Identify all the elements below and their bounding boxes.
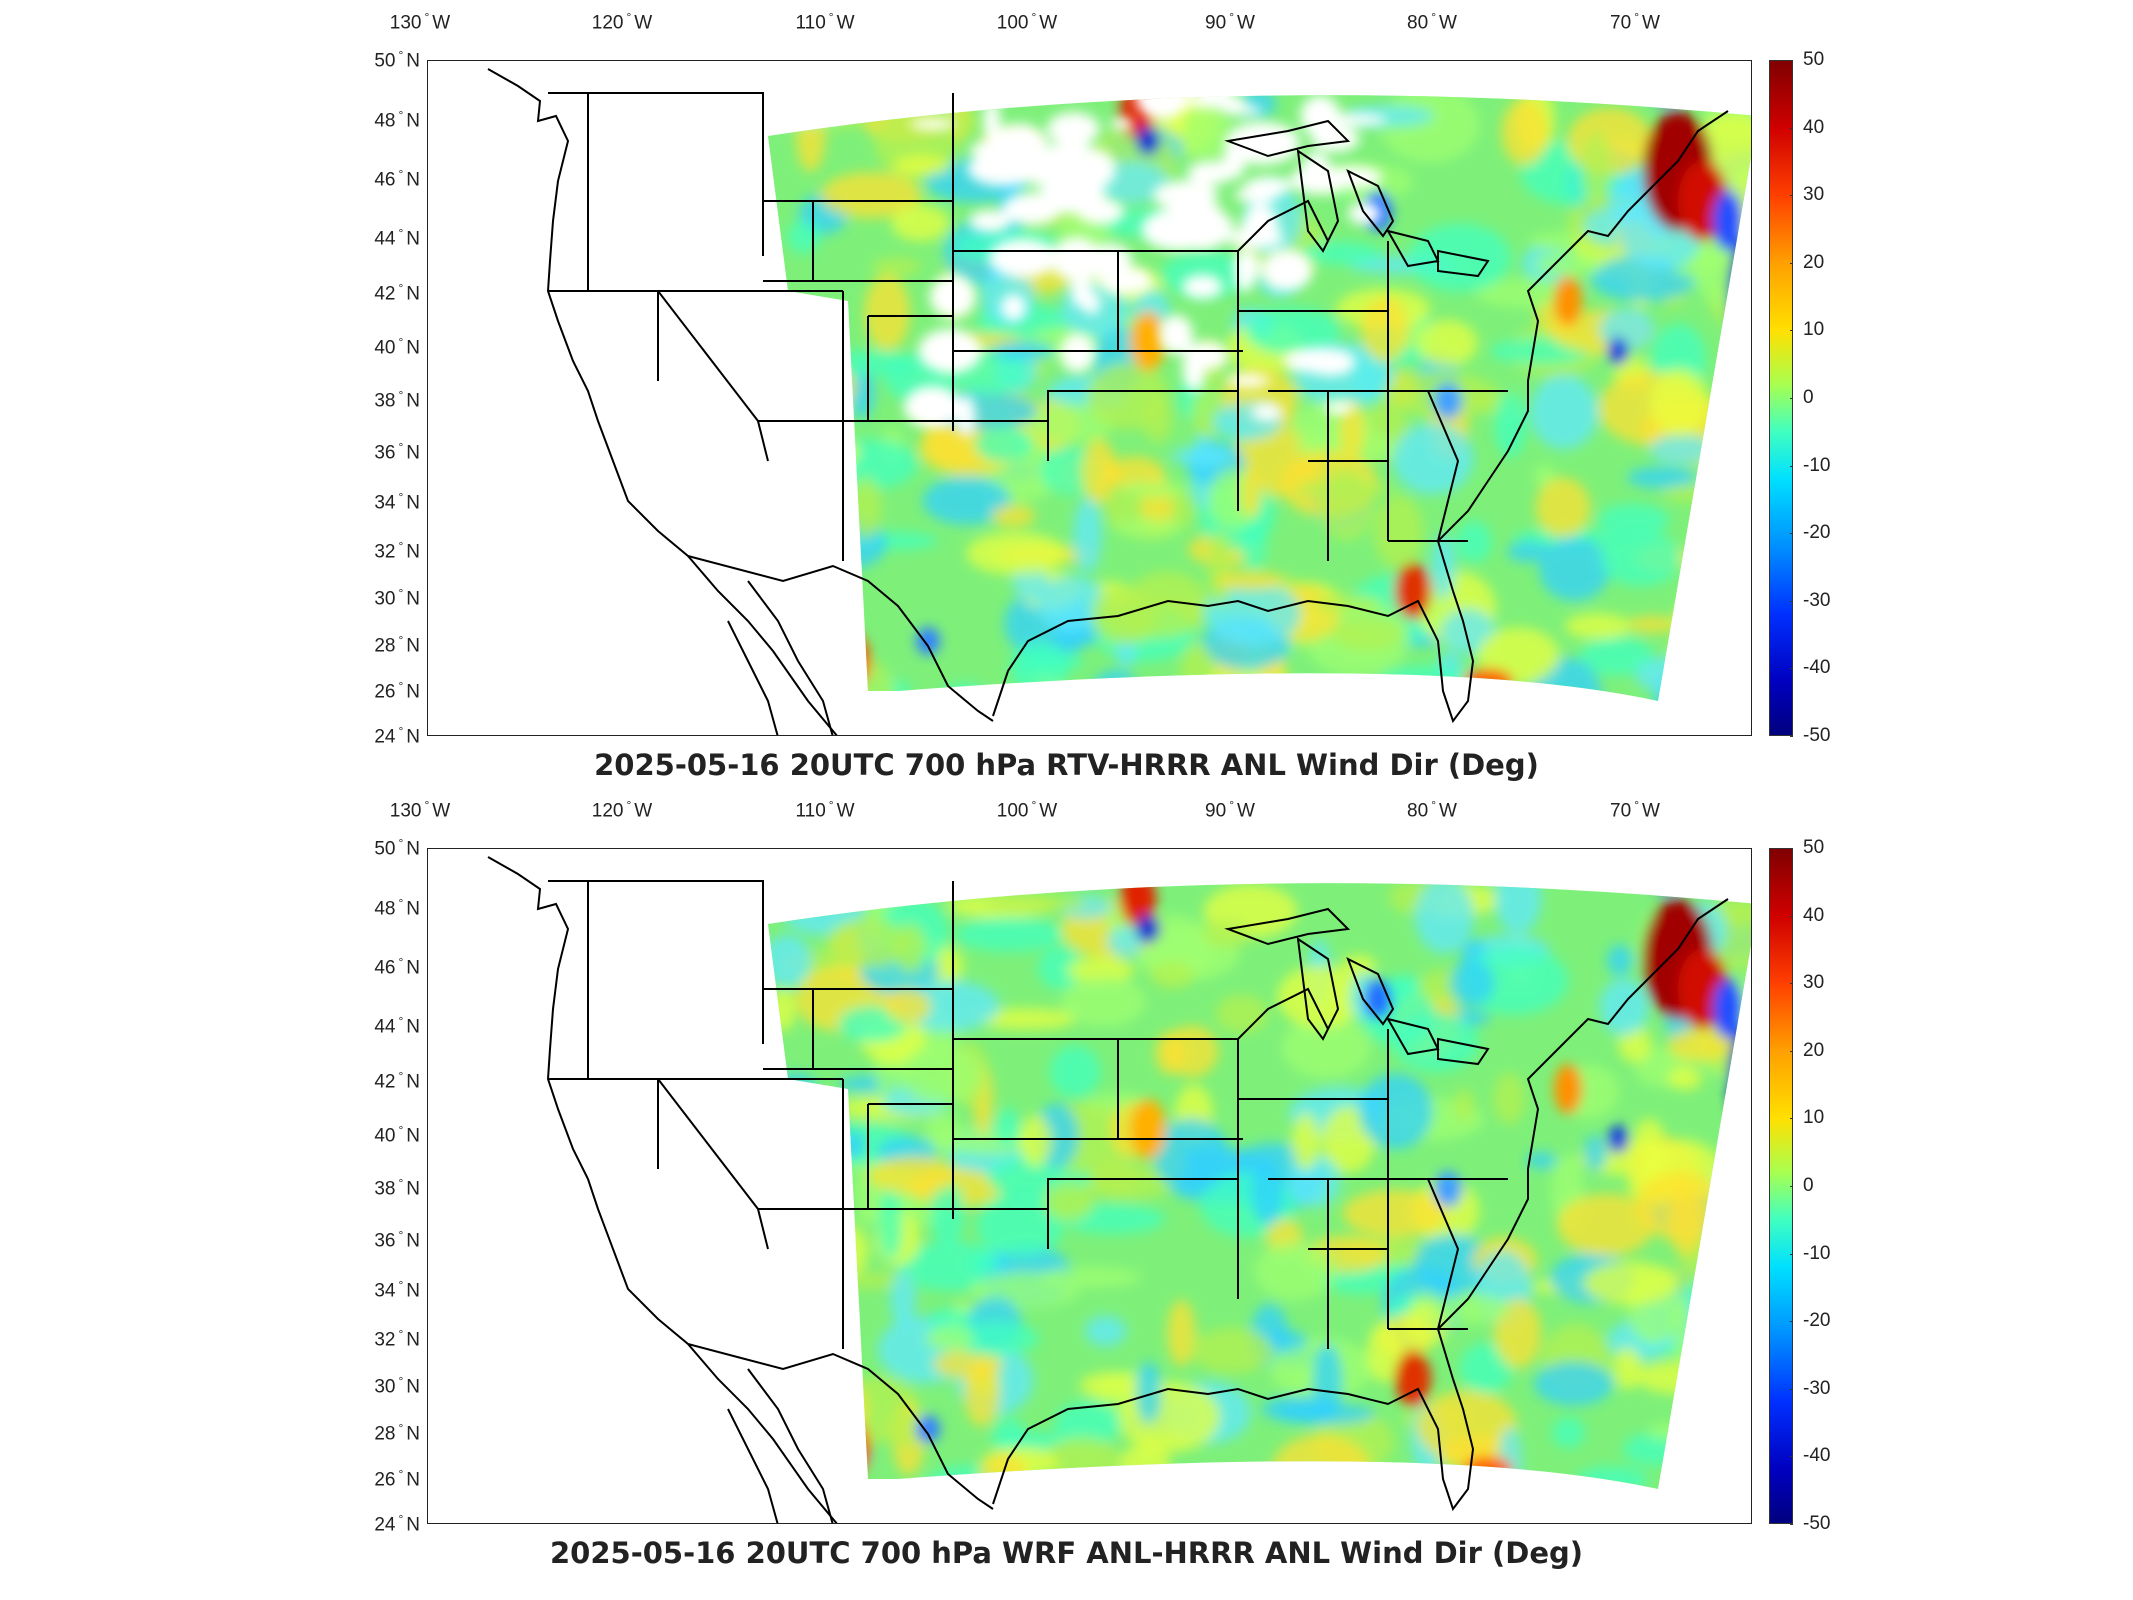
colorbar-tick-label: -50 <box>1803 1513 1831 1534</box>
latitude-tick-label: 28 ° N <box>374 633 420 657</box>
map-panel-top: 130 ° W 120 ° W 110 ° W 100 ° W 90 ° W 80 ° W 70 ° W 50 ° N 48 °… <box>0 0 2133 790</box>
longitude-tick-label: 70 ° W <box>1610 798 1660 822</box>
colorbar-tick-label: 0 <box>1803 387 1814 408</box>
longitude-tick-label: 110 ° W <box>795 10 855 34</box>
colorbar-tick-label: -10 <box>1803 454 1831 476</box>
map-plot-area-bottom <box>427 848 1752 1524</box>
longitude-tick-label: 100 ° W <box>996 10 1058 34</box>
state-and-coast-boundaries <box>487 856 1729 1523</box>
colorbar-tick-label: 10 <box>1803 1107 1825 1129</box>
longitude-tick-label: 90 ° W <box>1205 10 1255 34</box>
latitude-tick-label: 32 ° N <box>374 1327 420 1351</box>
panel-title-bottom: 2025-05-16 20UTC 700 hPa WRF ANL-HRRR AN… <box>549 1536 1584 1570</box>
longitude-tick-label: 70 ° W <box>1610 10 1660 34</box>
state-and-coast-boundaries <box>487 68 1729 735</box>
latitude-tick-label: 34 ° N <box>374 490 420 514</box>
colorbar-tick-label: -40 <box>1803 657 1831 679</box>
longitude-tick-label: 80 ° W <box>1407 798 1457 822</box>
latitude-tick-label: 30 ° N <box>374 1374 420 1398</box>
colorbar-tick-label: 50 <box>1803 837 1825 858</box>
colorbar-tick-mark <box>1790 1253 1793 1255</box>
colorbar-tick-mark <box>1790 398 1793 399</box>
colorbar-tick-mark <box>1790 60 1793 61</box>
colorbar-tick-mark <box>1790 1321 1793 1323</box>
latitude-tick-label: 36 ° N <box>374 440 420 464</box>
latitude-tick-label: 32 ° N <box>374 539 420 563</box>
colorbar-tick-mark <box>1790 465 1793 467</box>
colorbar-tick-mark <box>1790 1456 1793 1458</box>
colorbar-tick-label: -10 <box>1803 1242 1831 1264</box>
latitude-tick-label: 46 ° N <box>374 955 420 979</box>
map-svg <box>487 68 1751 735</box>
latitude-tick-label: 36 ° N <box>374 1228 420 1252</box>
longitude-tick-label: 110 ° W <box>795 798 855 822</box>
latitude-tick-label: 50 ° N <box>374 836 420 860</box>
latitude-tick-label: 48 ° N <box>374 896 420 920</box>
colorbar-tick-label: -20 <box>1803 522 1831 544</box>
latitude-tick-label: 26 ° N <box>374 679 420 703</box>
colorbar-tick-mark <box>1790 915 1793 917</box>
colorbar-tick-label: 10 <box>1803 319 1825 341</box>
colorbar-tick-label: 20 <box>1803 1039 1825 1061</box>
latitude-tick-label: 24 ° N <box>374 724 420 748</box>
panel-title-top: 2025-05-16 20UTC 700 hPa RTV-HRRR ANL Wi… <box>594 748 1539 782</box>
latitude-tick-label: 46 ° N <box>374 167 420 191</box>
latitude-tick-label: 30 ° N <box>374 586 420 610</box>
longitude-tick-label: 130 ° W <box>389 10 451 34</box>
longitude-tick-label: 130 ° W <box>389 798 451 822</box>
colorbar-tick-label: -40 <box>1803 1445 1831 1467</box>
colorbar-tick-mark <box>1790 330 1793 332</box>
longitude-tick-label: 90 ° W <box>1205 798 1255 822</box>
latitude-tick-label: 44 ° N <box>374 1014 420 1038</box>
latitude-tick-label: 40 ° N <box>374 1123 420 1147</box>
latitude-tick-label: 34 ° N <box>374 1278 420 1302</box>
map-plot-area-top <box>427 60 1752 736</box>
wind-direction-field <box>768 883 1751 1489</box>
map-svg <box>487 856 1751 1523</box>
colorbar-tick-mark <box>1790 668 1793 670</box>
colorbar-tick-label: 30 <box>1803 972 1825 994</box>
colorbar-tick-label: 30 <box>1803 184 1825 206</box>
latitude-tick-label: 42 ° N <box>374 281 420 305</box>
latitude-tick-label: 48 ° N <box>374 108 420 132</box>
longitude-tick-label: 120 ° W <box>591 10 653 34</box>
latitude-tick-label: 44 ° N <box>374 226 420 250</box>
colorbar-tick-mark <box>1790 195 1793 197</box>
colorbar-tick-mark <box>1790 1118 1793 1120</box>
colorbar-tick-mark <box>1790 848 1793 849</box>
colorbar-tick-label: -20 <box>1803 1310 1831 1332</box>
latitude-tick-label: 28 ° N <box>374 1421 420 1445</box>
colorbar-tick-mark <box>1790 1186 1793 1187</box>
latitude-tick-label: 40 ° N <box>374 335 420 359</box>
colorbar-tick-label: 40 <box>1803 904 1825 926</box>
latitude-tick-label: 38 ° N <box>374 388 420 412</box>
latitude-tick-label: 50 ° N <box>374 48 420 72</box>
latitude-tick-label: 26 ° N <box>374 1467 420 1491</box>
latitude-tick-label: 38 ° N <box>374 1176 420 1200</box>
colorbar-tick-mark <box>1790 736 1793 737</box>
colorbar-tick-label: 0 <box>1803 1175 1814 1196</box>
colorbar-tick-mark <box>1790 1524 1793 1525</box>
colorbar-tick-label: -30 <box>1803 1377 1831 1399</box>
latitude-tick-label: 42 ° N <box>374 1069 420 1093</box>
colorbar-tick-mark <box>1790 1388 1793 1390</box>
colorbar-tick-label: -30 <box>1803 589 1831 611</box>
longitude-tick-label: 80 ° W <box>1407 10 1457 34</box>
colorbar-tick-label: 40 <box>1803 116 1825 138</box>
colorbar-tick-label: 20 <box>1803 251 1825 273</box>
colorbar-tick-mark <box>1790 600 1793 602</box>
longitude-tick-label: 120 ° W <box>591 798 653 822</box>
colorbar-top <box>1769 60 1793 736</box>
colorbar-tick-mark <box>1790 983 1793 985</box>
colorbar-tick-mark <box>1790 1050 1793 1052</box>
latitude-tick-label: 24 ° N <box>374 1512 420 1536</box>
colorbar-tick-mark <box>1790 533 1793 535</box>
colorbar-tick-mark <box>1790 262 1793 264</box>
colorbar-tick-label: -50 <box>1803 725 1831 746</box>
colorbar-tick-label: 50 <box>1803 49 1825 70</box>
longitude-tick-label: 100 ° W <box>996 798 1058 822</box>
colorbar-tick-mark <box>1790 127 1793 129</box>
